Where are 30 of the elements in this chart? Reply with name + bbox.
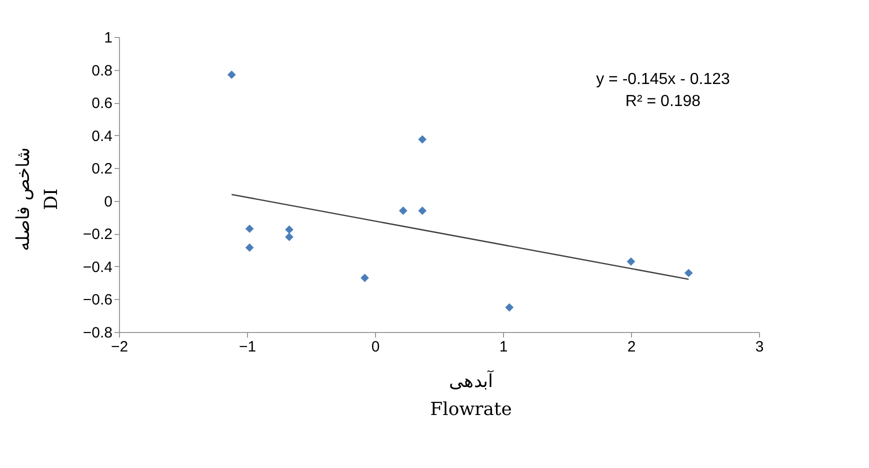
point [245,243,254,252]
y-tick-label: 0.6 [92,95,112,112]
point [245,224,254,233]
x-tick-label: 2 [627,338,636,356]
y-tick-label: 1 [104,30,112,46]
point [285,232,294,242]
x-tick-label: −1 [238,338,256,356]
annotation: R² = 0.198 [625,93,701,110]
x-tick-label: 3 [755,338,764,356]
y-tick-label: −0.6 [82,292,112,309]
y-tick-label: 0 [104,193,112,210]
point [684,268,693,278]
x-tick-label: 0 [371,338,380,356]
point [285,225,294,234]
point [418,135,427,144]
y-tick-label: 0.2 [92,160,112,178]
x-tick-label: −2 [110,338,128,356]
y-tick-label: 0.8 [92,62,112,80]
y-tick-label: −0.2 [82,226,112,244]
point [505,303,514,312]
x-tick-label: 1 [499,338,508,356]
point [626,257,636,266]
point [398,206,408,215]
annotation: y = -0.145x - 0.123 [596,71,730,88]
point [360,274,369,282]
point [227,70,236,79]
y-tick-label: −0.8 [82,324,112,342]
y-tick-label: 0.4 [92,128,112,145]
y-tick-label: −0.4 [82,258,112,276]
point [418,206,427,215]
